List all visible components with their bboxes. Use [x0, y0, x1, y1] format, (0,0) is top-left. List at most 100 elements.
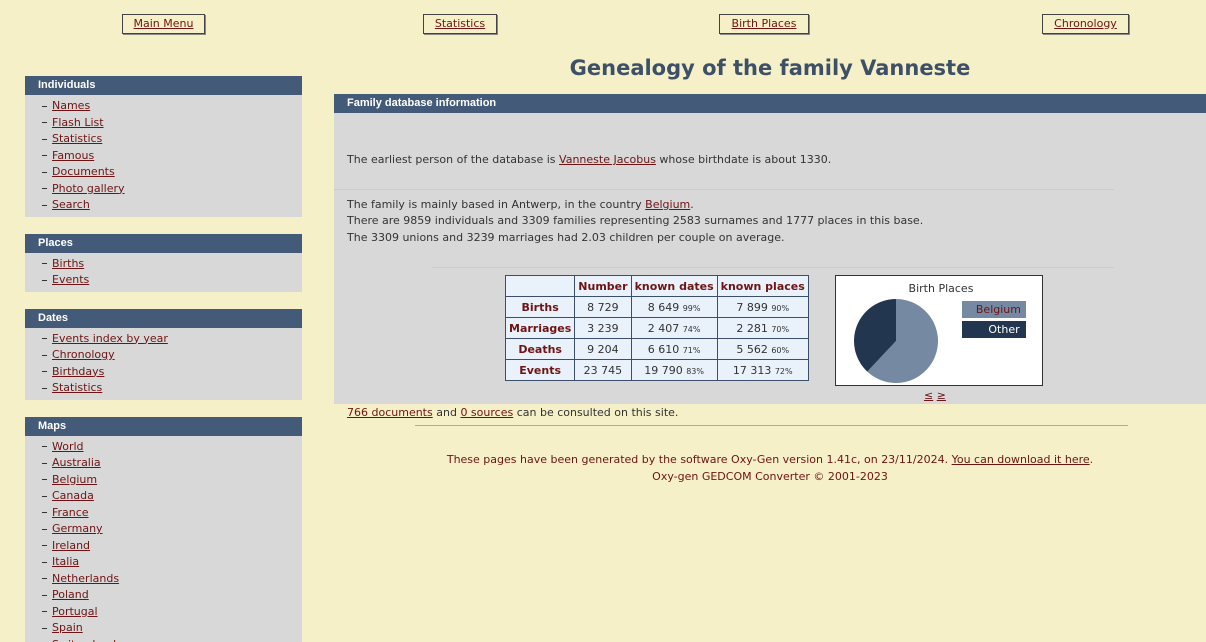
- menu-link[interactable]: World: [52, 439, 84, 453]
- menu-item: Portugal: [42, 604, 302, 621]
- section-body: Names Flash List Statistics Famous Documents…: [25, 95, 302, 217]
- row-header: Births: [504, 296, 576, 318]
- menu-link[interactable]: Statistics: [52, 381, 103, 394]
- menu-link[interactable]: Flash List: [52, 115, 104, 129]
- menu-item: Search: [42, 197, 302, 214]
- menu-link[interactable]: Birthdays: [52, 364, 105, 378]
- next-link[interactable]: ≥: [936, 389, 946, 402]
- sidebar-section: Individuals Names Flash List Statistics Famo…: [25, 76, 302, 217]
- family-text: The family is mainly based in Antwerp, i…: [347, 198, 694, 211]
- menu-link[interactable]: Ireland: [52, 538, 91, 552]
- menu-item: Photo gallery: [42, 181, 302, 198]
- menu-item: Documents: [42, 164, 302, 181]
- page-title: Genealogy of the family Vanneste: [569, 56, 971, 80]
- count: 8 649: [647, 300, 680, 314]
- percent: 60%: [771, 345, 790, 355]
- table-row: Events 23 745 19 790 83% 17 313 72%: [504, 359, 809, 381]
- count: 2 281: [736, 321, 768, 335]
- legend-swatch: [962, 301, 1026, 318]
- section-header: Maps: [25, 416, 302, 436]
- menu-link[interactable]: Poland: [52, 588, 89, 601]
- menu-item: Flash List: [42, 115, 302, 132]
- person-link[interactable]: Vanneste Jacobus: [559, 153, 656, 166]
- row-header: Deaths: [504, 338, 576, 360]
- column-header: known dates: [630, 275, 718, 297]
- menu-link[interactable]: Names: [52, 99, 91, 112]
- menu-item: Chronology: [42, 347, 302, 364]
- pie-slice: [854, 299, 896, 372]
- pie-box: Birth Places Belgium Other: [835, 275, 1043, 386]
- menu-link[interactable]: Search: [52, 198, 90, 211]
- count: 19 790: [644, 363, 683, 377]
- menu-link[interactable]: Spain: [52, 621, 83, 634]
- section-body: Births Events: [25, 252, 302, 292]
- bullet: [42, 155, 47, 156]
- text: .: [690, 198, 694, 211]
- menu-link[interactable]: Portugal: [52, 604, 98, 618]
- percent: 71%: [682, 345, 701, 355]
- legend-swatch: [962, 321, 1026, 338]
- column-header: Number: [574, 275, 632, 297]
- places-cell: 2 281 70%: [716, 317, 809, 339]
- menu-link[interactable]: Chronology: [52, 348, 115, 361]
- menu-link[interactable]: Switzerland: [52, 638, 116, 642]
- download-link[interactable]: You can download it here: [951, 453, 1090, 466]
- menu-link[interactable]: Italia: [52, 555, 80, 568]
- nav-button[interactable]: Chronology: [1042, 14, 1129, 34]
- menu-link[interactable]: Births: [52, 256, 85, 270]
- menu-link[interactable]: Belgium: [52, 472, 98, 486]
- bullet: [42, 279, 47, 281]
- nav-link[interactable]: Chronology: [1054, 17, 1117, 30]
- menu-item: Italia: [42, 554, 302, 571]
- nav-button[interactable]: Birth Places: [719, 14, 809, 34]
- menu-link[interactable]: Statistics: [52, 132, 103, 145]
- bullet: [42, 479, 47, 480]
- menu-item: Poland: [42, 587, 302, 604]
- menu-item: Switzerland: [42, 637, 302, 642]
- section-header: Individuals: [25, 76, 302, 95]
- bullet: [42, 561, 47, 563]
- menu-link[interactable]: Documents: [52, 165, 115, 178]
- menu-link[interactable]: Events: [52, 273, 90, 286]
- header-row: Number known dates known places: [504, 275, 809, 297]
- nav-link[interactable]: Birth Places: [731, 17, 797, 30]
- table-row: Marriages 3 239 2 407 74% 2 281 70%: [504, 317, 809, 339]
- nav-button[interactable]: Main Menu: [122, 14, 205, 34]
- menu-link[interactable]: Netherlands: [52, 571, 120, 585]
- menu-link[interactable]: Canada: [52, 489, 94, 502]
- text: whose birthdate is about 1330.: [655, 153, 832, 166]
- menu-link[interactable]: Australia: [52, 456, 101, 469]
- menu-link[interactable]: Germany: [52, 522, 103, 535]
- menu-link[interactable]: Famous: [52, 148, 95, 162]
- nav-button[interactable]: Statistics: [423, 14, 497, 34]
- places-cell: 7 899 90%: [716, 296, 809, 318]
- sources-link[interactable]: 0 sources: [460, 406, 514, 419]
- text: These pages have been generated by the s…: [446, 453, 952, 466]
- row-header: Events: [504, 359, 576, 381]
- percent: 74%: [682, 324, 701, 334]
- documents-link[interactable]: 766 documents: [347, 406, 433, 419]
- bullet: [42, 263, 47, 264]
- bullet: [42, 611, 47, 612]
- corner-cell: [504, 275, 576, 297]
- documents-text: 766 documents and 0 sources can be consu…: [347, 406, 678, 419]
- nav-link[interactable]: Main Menu: [133, 17, 194, 30]
- menu-link[interactable]: Photo gallery: [52, 181, 125, 195]
- dates-cell: 8 649 99%: [630, 296, 718, 318]
- bullet: [42, 122, 47, 123]
- column-header: known places: [716, 275, 809, 297]
- prev-link[interactable]: ≤: [924, 389, 934, 402]
- count: 5 562: [736, 342, 768, 356]
- number-cell: 23 745: [574, 359, 632, 381]
- count: 17 313: [732, 363, 772, 377]
- menu-link[interactable]: France: [52, 505, 89, 519]
- sidebar-section: Dates Events index by year Chronology Birth…: [25, 308, 302, 400]
- pie-slice: [867, 299, 938, 383]
- chart-title: Birth Places: [909, 282, 974, 295]
- unions-text: The 3309 unions and 3239 marriages had 2…: [347, 231, 785, 244]
- menu-item: Names: [42, 98, 302, 115]
- country-link[interactable]: Belgium: [645, 198, 691, 211]
- menu-link[interactable]: Events index by year: [52, 331, 168, 345]
- nav-link[interactable]: Statistics: [434, 17, 486, 30]
